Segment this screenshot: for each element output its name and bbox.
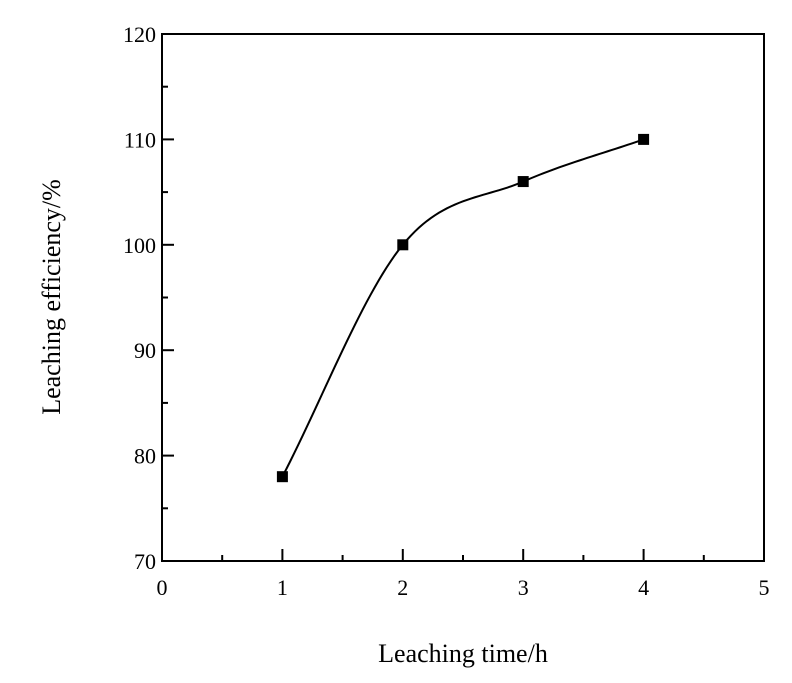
x-tick-label: 2 <box>397 575 408 600</box>
x-axis-title: Leaching time/h <box>378 639 548 668</box>
y-tick-label: 70 <box>134 549 156 574</box>
y-tick-label: 100 <box>123 233 156 258</box>
y-tick-label: 110 <box>124 127 156 152</box>
data-point-marker <box>276 471 288 483</box>
series-line <box>281 138 644 478</box>
x-axis-ticks: 0 1 2 3 4 5 <box>157 549 770 600</box>
y-tick-label: 80 <box>134 444 156 469</box>
data-point-marker <box>397 239 409 251</box>
y-axis-title: Leaching efficiency/% <box>37 179 66 415</box>
data-point-marker <box>638 133 650 145</box>
data-point-marker <box>517 176 529 188</box>
x-tick-label: 1 <box>277 575 288 600</box>
y-axis-ticks: 70 80 90 100 110 120 <box>123 22 174 574</box>
y-tick-label: 120 <box>123 22 156 47</box>
x-tick-label: 0 <box>157 575 168 600</box>
x-tick-label: 5 <box>759 575 770 600</box>
data-markers <box>276 133 650 483</box>
y-tick-label: 90 <box>134 338 156 363</box>
x-tick-label: 3 <box>518 575 529 600</box>
x-tick-label: 4 <box>638 575 649 600</box>
plot-frame <box>161 33 765 562</box>
